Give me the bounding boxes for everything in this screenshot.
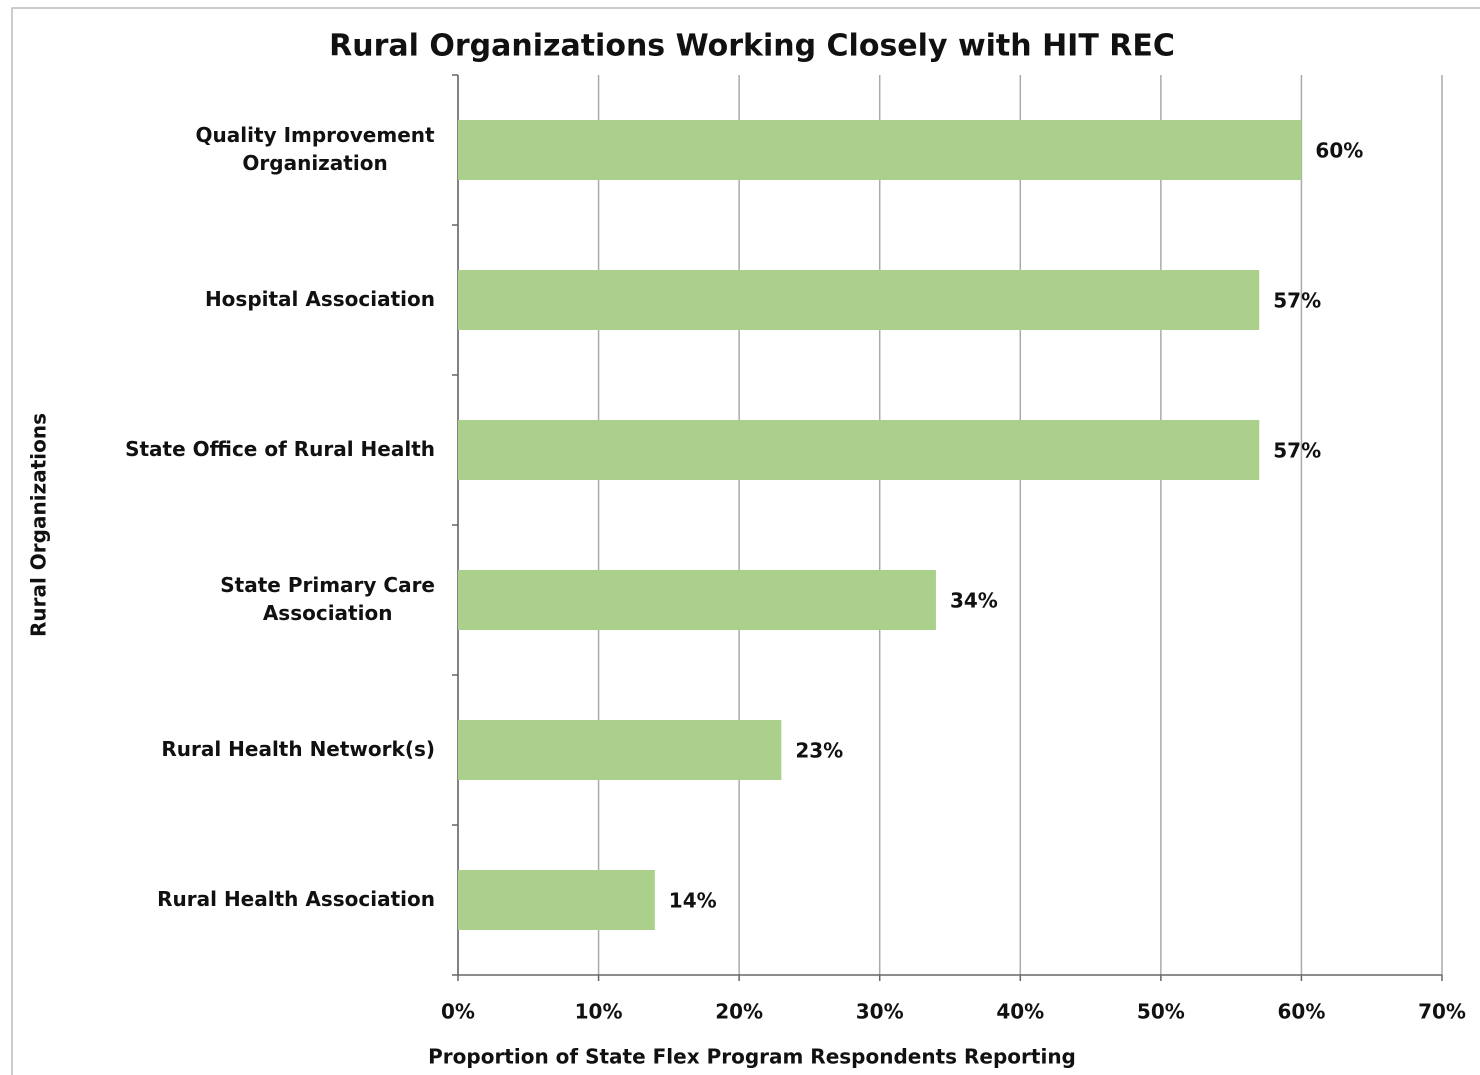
x-tick-label: 70% <box>1418 1000 1466 1024</box>
chart-title: Rural Organizations Working Closely with… <box>329 29 1175 64</box>
x-tick-label: 10% <box>575 1000 623 1024</box>
value-label: 60% <box>1315 139 1363 163</box>
frame <box>11 7 1480 1075</box>
x-tick-label: 0% <box>441 1000 475 1024</box>
bar <box>458 120 1302 180</box>
y-tick-label: State Primary Care Association <box>220 573 435 625</box>
value-label: 57% <box>1273 439 1321 463</box>
x-tick-label: 60% <box>1277 1000 1325 1024</box>
y-tick-label: State Office of Rural Health <box>125 437 435 461</box>
value-label: 23% <box>795 739 843 763</box>
value-label: 57% <box>1273 289 1321 313</box>
value-label: 14% <box>669 889 717 913</box>
y-tick-label: Quality Improvement Organization <box>196 123 435 175</box>
y-tick-label: Rural Health Association <box>157 887 435 911</box>
value-label: 34% <box>950 589 998 613</box>
y-axis-title: Rural Organizations <box>27 413 51 637</box>
bar <box>458 570 936 630</box>
bar <box>458 870 655 930</box>
x-axis-title: Proportion of State Flex Program Respond… <box>428 1045 1076 1069</box>
x-tick-label: 50% <box>1137 1000 1185 1024</box>
bar <box>458 720 782 780</box>
x-tick-label: 30% <box>856 1000 904 1024</box>
x-tick-label: 20% <box>715 1000 763 1024</box>
x-tick-label: 40% <box>996 1000 1044 1024</box>
bar <box>458 420 1260 480</box>
y-tick-label: Hospital Association <box>205 287 435 311</box>
bar <box>458 270 1260 330</box>
y-tick-label: Rural Health Network(s) <box>161 737 435 761</box>
